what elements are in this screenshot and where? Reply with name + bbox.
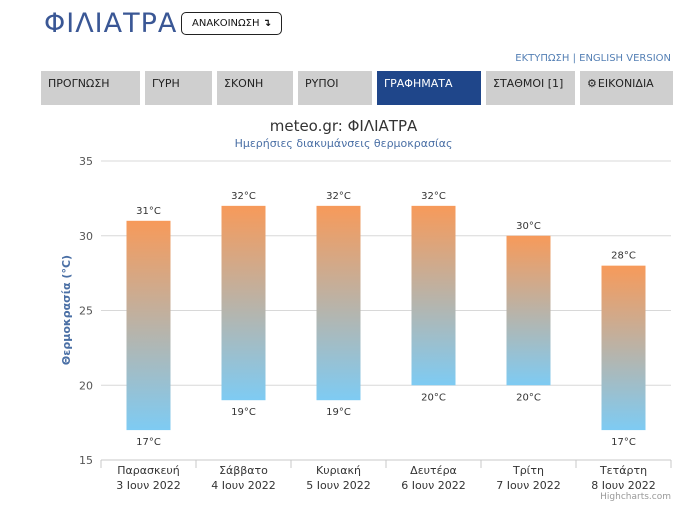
x-tick-day-label: Δευτέρα [410, 464, 457, 477]
temperature-range-bar[interactable] [506, 235, 551, 386]
tab-label: ΕΙΚΟΝΙΔΙΑ [597, 77, 654, 90]
y-tick-label: 35 [79, 155, 93, 168]
low-value-label: 17°C [136, 437, 161, 448]
low-value-label: 17°C [611, 437, 636, 448]
x-tick-day-label: Κυριακή [316, 464, 361, 477]
x-tick-day-label: Τετάρτη [599, 464, 647, 477]
tab-label: ΓΥΡΗ [152, 77, 180, 90]
tab-stations[interactable]: ΣΤΑΘΜΟΙ [1] [486, 71, 575, 105]
x-tick-date-label: 7 Ιουν 2022 [496, 479, 560, 492]
high-value-label: 32°C [421, 191, 446, 202]
tab-label: ΡΥΠΟΙ [305, 77, 339, 90]
print-link[interactable]: ΕΚΤΥΠΩΣΗ [515, 53, 570, 64]
tab-widgets[interactable]: ⚙ΕΙΚΟΝΙΔΙΑ [580, 71, 673, 105]
link-separator: | [572, 53, 576, 64]
y-axis-label: Θερμοκρασία (°C) [60, 255, 73, 365]
high-value-label: 32°C [326, 191, 351, 202]
x-tick-day-label: Σάββατο [219, 464, 268, 477]
x-tick-day-label: Τρίτη [512, 464, 544, 477]
low-value-label: 19°C [231, 407, 256, 418]
x-tick-date-label: 8 Ιουν 2022 [591, 479, 655, 492]
x-tick-date-label: 5 Ιουν 2022 [306, 479, 370, 492]
tab-dust[interactable]: ΣΚΟΝΗ [217, 71, 293, 105]
arrow-down-left-icon: ↴ [262, 18, 272, 29]
temperature-range-bar[interactable] [221, 205, 266, 401]
tab-label: ΓΡΑΦΗΜΑΤΑ [384, 77, 453, 90]
high-value-label: 32°C [231, 191, 256, 202]
chart-title: meteo.gr: ΦΙΛΙΑΤΡΑ [269, 117, 418, 135]
y-tick-label: 15 [79, 454, 93, 467]
announcement-button[interactable]: ΑΝΑΚΟΙΝΩΣΗ ↴ [181, 12, 283, 35]
tab-label: ΣΤΑΘΜΟΙ [1] [493, 77, 564, 90]
temperature-range-bar[interactable] [601, 265, 646, 431]
x-tick-date-label: 3 Ιουν 2022 [116, 479, 180, 492]
y-tick-label: 25 [79, 305, 93, 318]
low-value-label: 20°C [421, 392, 446, 403]
x-tick-date-label: 4 Ιουν 2022 [211, 479, 275, 492]
y-tick-label: 20 [79, 379, 93, 392]
low-value-label: 20°C [516, 392, 541, 403]
high-value-label: 28°C [611, 251, 636, 262]
temperature-range-bar[interactable] [316, 205, 361, 401]
temperature-range-bar[interactable] [411, 205, 456, 386]
page-title: ΦΙΛΙΑΤΡΑ [44, 8, 178, 39]
english-version-link[interactable]: ENGLISH VERSION [579, 53, 671, 64]
tab-pollen[interactable]: ΓΥΡΗ [145, 71, 212, 105]
header-links: ΕΚΤΥΠΩΣΗ | ENGLISH VERSION [515, 53, 671, 64]
highcharts-credits[interactable]: Highcharts.com [600, 492, 671, 502]
temperature-range-bar[interactable] [126, 220, 171, 431]
x-tick-date-label: 6 Ιουν 2022 [401, 479, 465, 492]
high-value-label: 30°C [516, 221, 541, 232]
announcement-label: ΑΝΑΚΟΙΝΩΣΗ [192, 18, 260, 29]
tab-label: ΣΚΟΝΗ [224, 77, 264, 90]
tab-pollutants[interactable]: ΡΥΠΟΙ [298, 71, 372, 105]
tab-charts[interactable]: ΓΡΑΦΗΜΑΤΑ [377, 71, 481, 105]
chart-subtitle: Ημερήσιες διακυμάνσεις θερμοκρασίας [234, 137, 453, 150]
y-tick-label: 30 [79, 230, 93, 243]
high-value-label: 31°C [136, 206, 161, 217]
tab-label: ΠΡΟΓΝΩΣΗ [48, 77, 110, 90]
gear-icon: ⚙ [587, 77, 597, 90]
x-tick-day-label: Παρασκευή [117, 464, 180, 477]
low-value-label: 19°C [326, 407, 351, 418]
tab-forecast[interactable]: ΠΡΟΓΝΩΣΗ [41, 71, 140, 105]
